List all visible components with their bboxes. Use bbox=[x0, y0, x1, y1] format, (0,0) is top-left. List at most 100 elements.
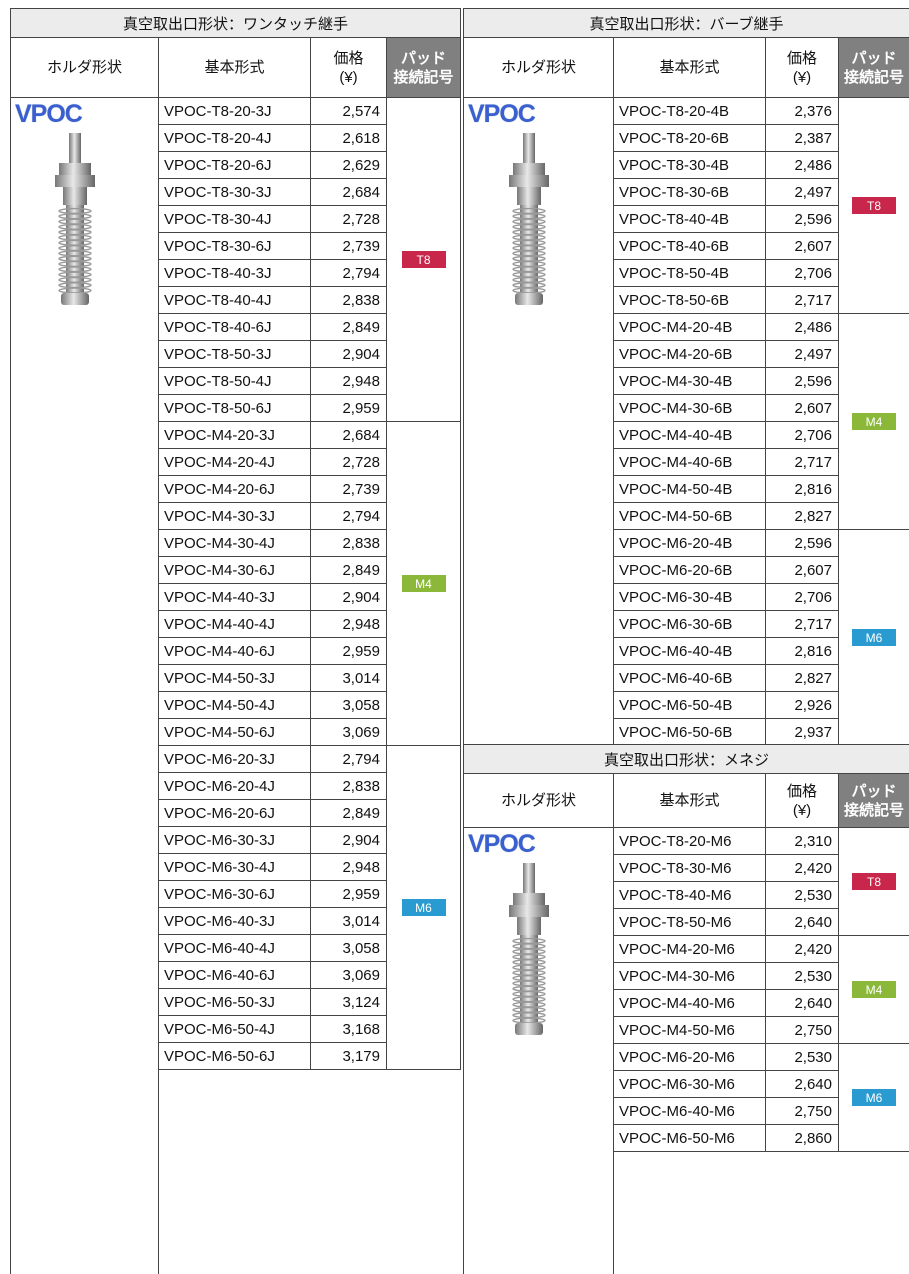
header-holder: ホルダ形状 bbox=[463, 37, 614, 98]
price-cell: 2,310 bbox=[765, 827, 839, 855]
model-cell: VPOC-M4-50-M6 bbox=[613, 1016, 766, 1044]
model-cell: VPOC-T8-20-M6 bbox=[613, 827, 766, 855]
header-holder: ホルダ形状 bbox=[10, 37, 159, 98]
model-cell: VPOC-M6-50-4J bbox=[158, 1015, 311, 1043]
price-cell: 2,849 bbox=[310, 313, 387, 341]
model-cell: VPOC-T8-50-6B bbox=[613, 286, 766, 314]
price-cell: 3,058 bbox=[310, 691, 387, 719]
header-pad: パッド 接続記号 bbox=[386, 37, 461, 98]
price-cell: 2,497 bbox=[765, 178, 839, 206]
model-cell: VPOC-T8-40-4J bbox=[158, 286, 311, 314]
model-cell: VPOC-M4-50-4J bbox=[158, 691, 311, 719]
header-price-line: 価格 bbox=[333, 49, 364, 67]
model-cell: VPOC-T8-30-4J bbox=[158, 205, 311, 233]
model-cell: VPOC-T8-20-3J bbox=[158, 97, 311, 125]
price-cell: 3,168 bbox=[310, 1015, 387, 1043]
model-cell: VPOC-M6-20-6B bbox=[613, 556, 766, 584]
model-cell: VPOC-M4-30-6B bbox=[613, 394, 766, 422]
model-cell: VPOC-T8-30-M6 bbox=[613, 854, 766, 882]
price-cell: 3,069 bbox=[310, 718, 387, 746]
price-cell: 2,794 bbox=[310, 745, 387, 773]
section-title: 真空取出口形状：メネジ bbox=[463, 744, 909, 774]
model-cell: VPOC-T8-20-4B bbox=[613, 97, 766, 125]
model-cell: VPOC-M4-50-6B bbox=[613, 502, 766, 530]
header-price-line: 価格 bbox=[786, 49, 817, 67]
price-cell: 2,420 bbox=[765, 854, 839, 882]
price-cell: 2,959 bbox=[310, 394, 387, 422]
model-cell: VPOC-M6-30-6B bbox=[613, 610, 766, 638]
price-cell: 2,574 bbox=[310, 97, 387, 125]
price-cell: 2,706 bbox=[765, 421, 839, 449]
holder-label: VPOC bbox=[468, 830, 536, 858]
price-cell: 2,838 bbox=[310, 286, 387, 314]
pad-badge: T8 bbox=[401, 251, 446, 268]
price-cell: 2,904 bbox=[310, 583, 387, 611]
price-cell: 2,497 bbox=[765, 340, 839, 368]
holder-image-box bbox=[499, 859, 559, 1053]
price-cell: 2,838 bbox=[310, 772, 387, 800]
model-cell: VPOC-M4-50-4B bbox=[613, 475, 766, 503]
model-cell: VPOC-M6-20-6J bbox=[158, 799, 311, 827]
price-cell: 2,849 bbox=[310, 799, 387, 827]
model-cell: VPOC-M4-30-4J bbox=[158, 529, 311, 557]
model-cell: VPOC-M6-20-3J bbox=[158, 745, 311, 773]
holder-cell: VPOC bbox=[463, 827, 614, 1274]
price-cell: 2,717 bbox=[765, 286, 839, 314]
header-pad-line: 接続記号 bbox=[843, 801, 904, 819]
holder-image bbox=[509, 133, 549, 305]
model-cell: VPOC-M4-50-3J bbox=[158, 664, 311, 692]
pad-cell: M4 bbox=[838, 313, 909, 530]
model-cell: VPOC-T8-40-6J bbox=[158, 313, 311, 341]
model-cell: VPOC-M4-40-6J bbox=[158, 637, 311, 665]
header-price: 価格 (¥) bbox=[765, 773, 839, 828]
pad-badge: M4 bbox=[852, 413, 896, 430]
price-cell: 2,387 bbox=[765, 124, 839, 152]
header-pad-line: パッド bbox=[851, 49, 897, 67]
price-cell: 2,959 bbox=[310, 880, 387, 908]
model-cell: VPOC-M4-30-M6 bbox=[613, 962, 766, 990]
header-pad: パッド 接続記号 bbox=[838, 37, 909, 98]
pad-badge: M6 bbox=[852, 1089, 896, 1106]
price-cell: 2,904 bbox=[310, 340, 387, 368]
pad-cell: T8 bbox=[838, 827, 909, 936]
price-cell: 2,838 bbox=[310, 529, 387, 557]
price-cell: 2,607 bbox=[765, 232, 839, 260]
price-cell: 2,849 bbox=[310, 556, 387, 584]
model-cell: VPOC-M4-30-4B bbox=[613, 367, 766, 395]
price-cell: 2,376 bbox=[765, 97, 839, 125]
price-cell: 2,816 bbox=[765, 475, 839, 503]
price-cell: 2,739 bbox=[310, 475, 387, 503]
price-cell: 3,124 bbox=[310, 988, 387, 1016]
model-cell: VPOC-M4-20-3J bbox=[158, 421, 311, 449]
price-cell: 3,069 bbox=[310, 961, 387, 989]
pad-cell: M6 bbox=[838, 1043, 909, 1152]
price-cell: 2,629 bbox=[310, 151, 387, 179]
holder-label: VPOC bbox=[468, 100, 536, 128]
model-cell: VPOC-M6-30-3J bbox=[158, 826, 311, 854]
price-cell: 2,937 bbox=[765, 718, 839, 746]
pad-badge: T8 bbox=[852, 873, 896, 890]
price-cell: 3,014 bbox=[310, 907, 387, 935]
price-cell: 2,860 bbox=[765, 1124, 839, 1152]
model-cell: VPOC-T8-30-6B bbox=[613, 178, 766, 206]
price-cell: 2,640 bbox=[765, 908, 839, 936]
price-cell: 2,530 bbox=[765, 1043, 839, 1071]
price-cell: 2,926 bbox=[765, 691, 839, 719]
price-cell: 2,948 bbox=[310, 853, 387, 881]
model-cell: VPOC-M6-40-4J bbox=[158, 934, 311, 962]
model-cell: VPOC-T8-30-3J bbox=[158, 178, 311, 206]
price-cell: 2,530 bbox=[765, 962, 839, 990]
holder-cell: VPOC bbox=[463, 97, 614, 746]
model-cell: VPOC-T8-50-4B bbox=[613, 259, 766, 287]
pad-cell: M6 bbox=[386, 745, 461, 1070]
header-pad-line: パッド bbox=[400, 49, 446, 67]
model-cell: VPOC-T8-40-M6 bbox=[613, 881, 766, 909]
price-cell: 2,827 bbox=[765, 664, 839, 692]
pad-badge: M4 bbox=[852, 981, 896, 998]
price-cell: 2,904 bbox=[310, 826, 387, 854]
pad-badge: M6 bbox=[852, 629, 896, 646]
model-cell: VPOC-M4-20-4J bbox=[158, 448, 311, 476]
price-cell: 2,596 bbox=[765, 367, 839, 395]
price-cell: 2,728 bbox=[310, 448, 387, 476]
